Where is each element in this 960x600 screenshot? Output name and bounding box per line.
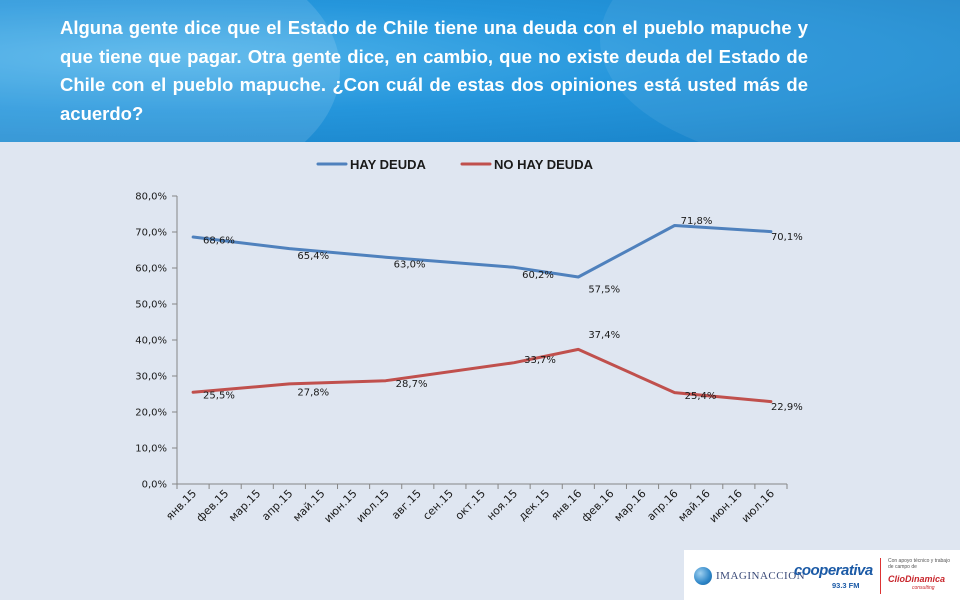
x-tick-label: май.15 xyxy=(290,487,327,524)
y-tick-label: 40,0% xyxy=(135,336,167,347)
chart-panel: 0,0% 10,0% 20,0% 30,0% 40,0% 50,0% 60,0% 70,0% 8… xyxy=(0,142,960,550)
x-tick-label: фев.15 xyxy=(194,487,232,525)
x-tick-label: июн.15 xyxy=(321,487,359,525)
y-tick-label: 70,0% xyxy=(135,228,167,239)
cliodinamica-sub: consulting xyxy=(912,585,935,591)
x-tick-label: янв.16 xyxy=(549,487,585,523)
y-tick-label: 10,0% xyxy=(135,444,167,455)
x-tick-label: авг.15 xyxy=(389,487,424,522)
y-tick-label: 80,0% xyxy=(135,192,167,203)
series-line xyxy=(191,347,773,404)
x-tick-label: июн.16 xyxy=(707,487,745,525)
data-label: 71,8% xyxy=(681,216,713,227)
x-tick-label: фев.16 xyxy=(579,487,617,525)
data-label: 25,5% xyxy=(203,391,235,402)
data-label: 65,4% xyxy=(297,251,329,262)
x-tick-label: мар.15 xyxy=(226,487,263,524)
data-label: 28,7% xyxy=(396,379,428,390)
globe-icon xyxy=(694,567,712,585)
cooperativa-frequency: 93.3 FM xyxy=(832,581,860,590)
x-tick-label: янв.15 xyxy=(163,487,199,523)
data-label: 25,4% xyxy=(685,391,717,402)
footer-logos: IMAGINACCION cooperativa 93.3 FM Con apo… xyxy=(684,550,960,600)
x-tick-label: окт.15 xyxy=(453,487,489,523)
data-label: 70,1% xyxy=(771,232,803,243)
logo-divider xyxy=(880,558,881,594)
x-tick-label: мар.16 xyxy=(612,487,649,524)
data-label: 68,6% xyxy=(203,236,235,247)
header-glow xyxy=(600,0,960,142)
imaginaccion-logo: IMAGINACCION xyxy=(694,564,805,588)
data-label: 33,7% xyxy=(524,355,556,366)
series-line xyxy=(191,224,773,279)
header-banner: Alguna gente dice que el Estado de Chile… xyxy=(0,0,960,142)
imaginaccion-text: IMAGINACCION xyxy=(716,570,806,582)
y-tick-label: 20,0% xyxy=(135,408,167,419)
x-tick-label: ноя.15 xyxy=(484,487,520,523)
legend-label: HAY DEUDA xyxy=(350,157,426,172)
line-chart: 0,0% 10,0% 20,0% 30,0% 40,0% 50,0% 60,0% 70,0% 8… xyxy=(135,157,803,525)
x-tick-label: апр.15 xyxy=(259,487,295,523)
clio-caption: Con apoyo técnico y trabajo de campo de xyxy=(888,558,950,570)
x-tick-label: сен.15 xyxy=(420,487,456,523)
x-tick-label: июл.15 xyxy=(354,487,392,525)
cooperativa-logo: cooperativa xyxy=(794,562,873,579)
data-label: 60,2% xyxy=(522,270,554,281)
x-tick-label: апр.16 xyxy=(644,487,680,523)
header-glow xyxy=(0,0,340,142)
cliodinamica-logo: ClioDinamica xyxy=(888,574,946,584)
legend-label: NO HAY DEUDA xyxy=(494,157,594,172)
x-tick-label: май.16 xyxy=(676,487,713,524)
survey-question: Alguna gente dice que el Estado de Chile… xyxy=(60,17,808,124)
data-label: 27,8% xyxy=(297,387,329,398)
x-tick-label: июл.16 xyxy=(739,487,777,525)
data-label: 63,0% xyxy=(394,260,426,271)
x-tick-label: дек.15 xyxy=(516,487,552,523)
data-label: 37,4% xyxy=(588,330,620,341)
y-tick-label: 50,0% xyxy=(135,300,167,311)
y-tick-label: 0,0% xyxy=(142,480,167,491)
y-tick-label: 30,0% xyxy=(135,372,167,383)
data-label: 22,9% xyxy=(771,402,803,413)
data-label: 57,5% xyxy=(588,285,620,296)
y-tick-label: 60,0% xyxy=(135,264,167,275)
